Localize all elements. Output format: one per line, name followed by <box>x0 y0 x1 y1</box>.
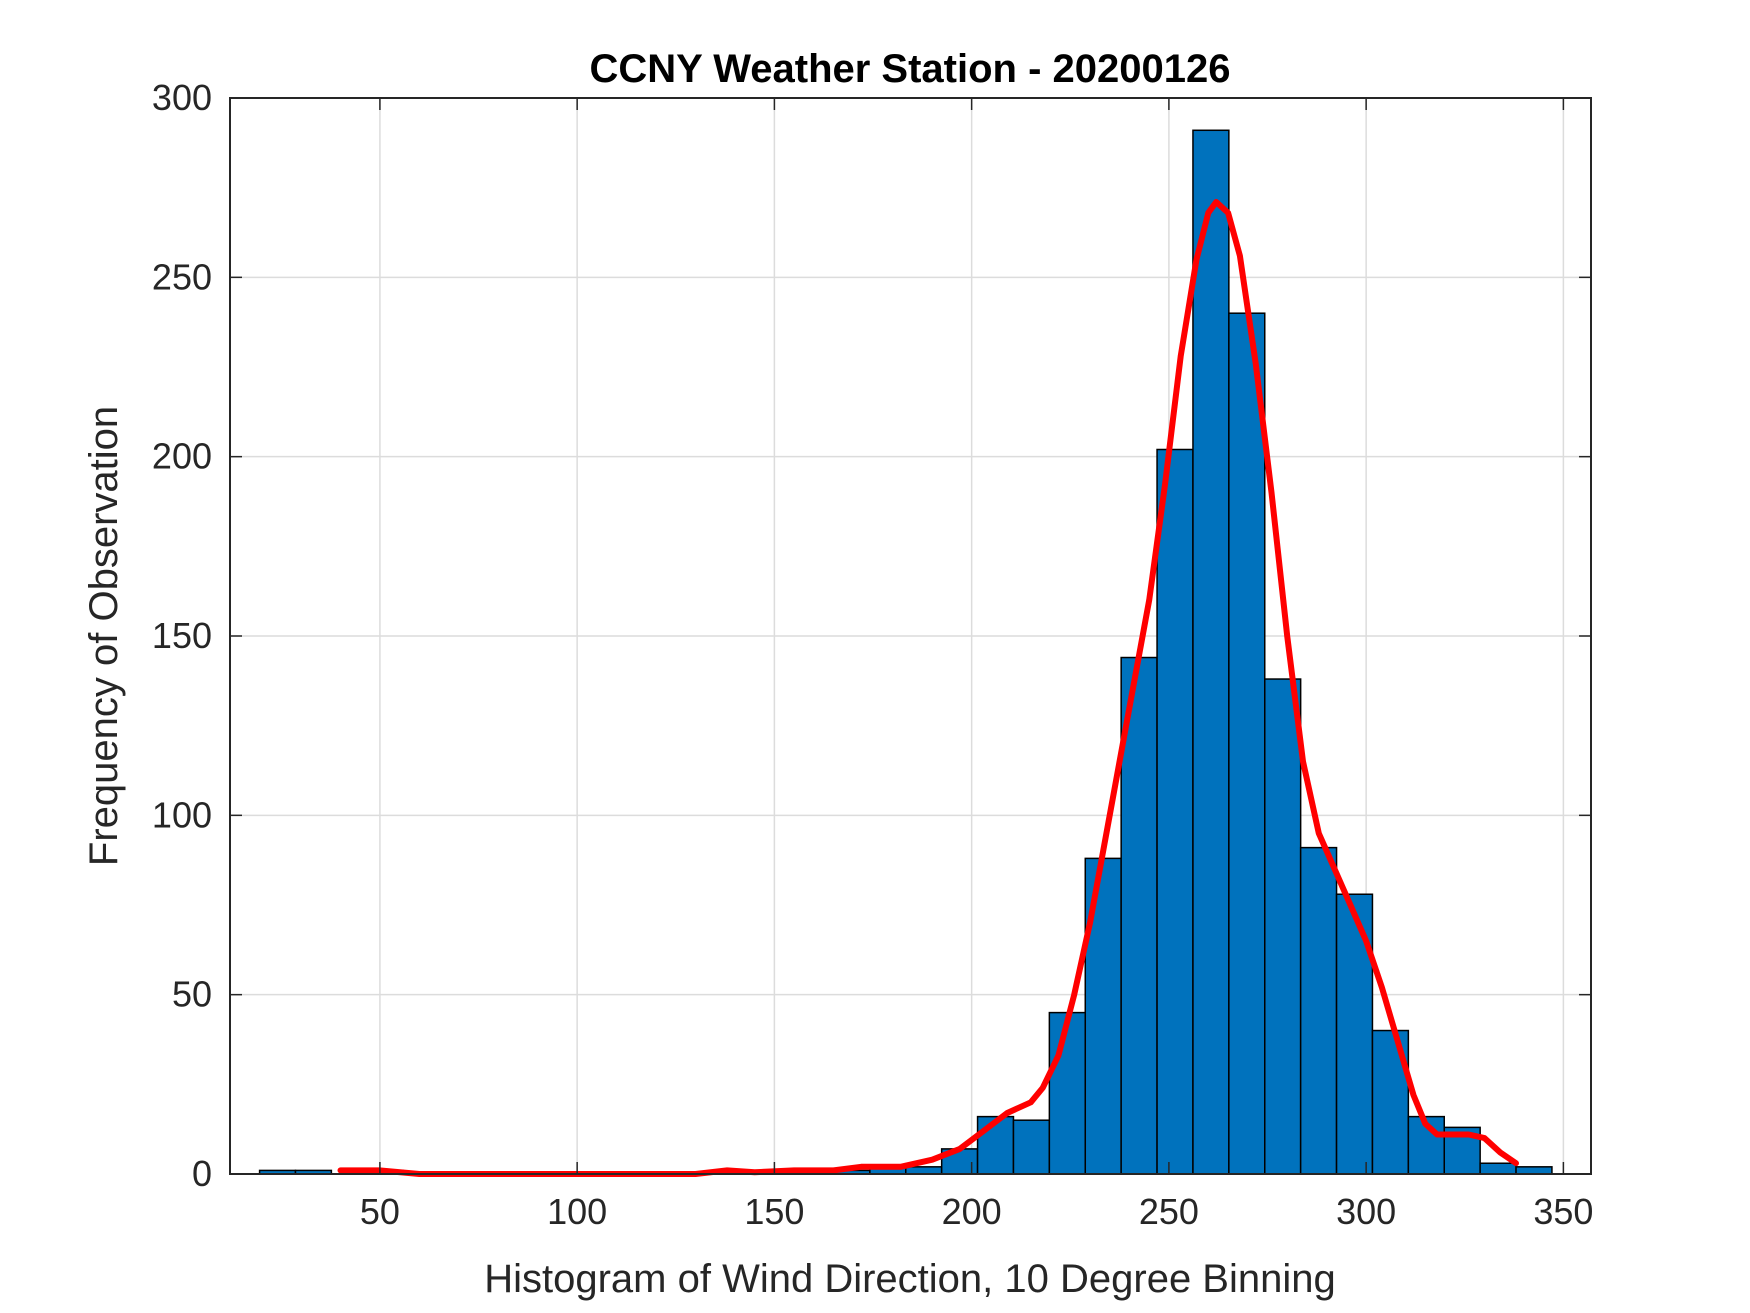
y-tick-label: 0 <box>192 1153 212 1194</box>
x-axis-label: Histogram of Wind Direction, 10 Degree B… <box>484 1257 1336 1301</box>
histogram-bars <box>258 129 1553 1175</box>
y-tick-label: 250 <box>152 256 212 297</box>
histogram-bar <box>1515 1166 1553 1175</box>
axis-ticks <box>230 97 1591 1175</box>
histogram-bar <box>1479 1162 1517 1175</box>
x-tick-label: 200 <box>942 1191 1002 1232</box>
chart-title: CCNY Weather Station - 20200126 <box>590 47 1231 91</box>
histogram-bar <box>1048 1011 1087 1175</box>
y-tick-label: 100 <box>152 794 212 835</box>
histogram-bar <box>976 1115 1015 1175</box>
histogram-bar <box>1012 1119 1051 1175</box>
y-tick-label: 150 <box>152 615 212 656</box>
histogram-bar <box>1192 129 1230 1175</box>
x-tick-labels: 50 100 150 200 250 300 350 <box>360 1191 1594 1232</box>
x-tick-label: 100 <box>547 1191 607 1232</box>
x-tick-label: 350 <box>1533 1191 1593 1232</box>
histogram-bar <box>905 1166 943 1175</box>
x-tick-label: 300 <box>1336 1191 1396 1232</box>
y-tick-label: 50 <box>172 974 212 1015</box>
histogram-bar <box>1264 678 1302 1175</box>
fit-curve <box>337 199 1519 1177</box>
x-tick-label: 150 <box>744 1191 804 1232</box>
x-tick-label: 250 <box>1139 1191 1199 1232</box>
fit-line <box>337 199 1519 1177</box>
y-tick-label: 300 <box>152 77 212 118</box>
histogram-bar <box>1120 656 1158 1175</box>
y-axis-label: Frequency of Observation <box>82 406 126 866</box>
histogram-bar <box>1228 312 1266 1175</box>
histogram-bar <box>1299 846 1338 1175</box>
histogram-bar <box>1156 448 1194 1175</box>
y-tick-labels: 0 50 100 150 200 250 300 <box>152 77 212 1194</box>
y-tick-label: 200 <box>152 436 212 477</box>
x-tick-label: 50 <box>360 1191 400 1232</box>
